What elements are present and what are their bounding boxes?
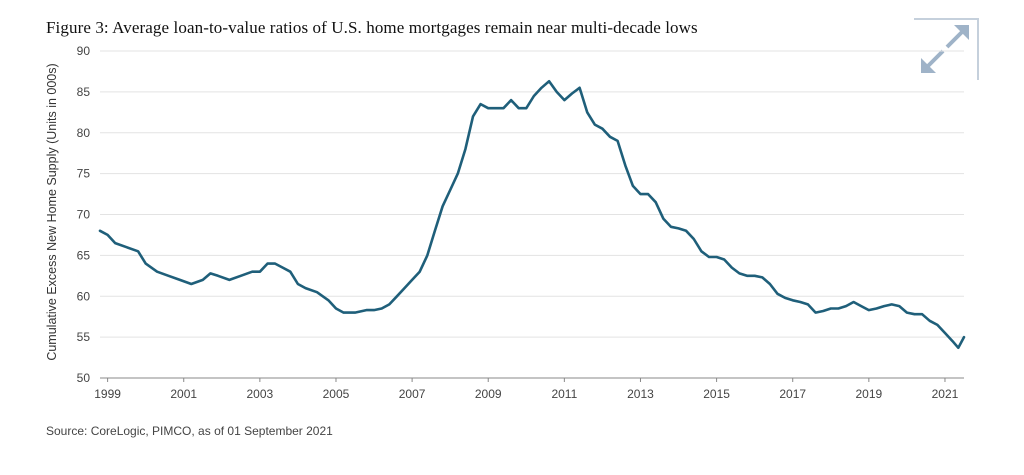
y-tick-label: 85 xyxy=(77,85,91,99)
y-tick-label: 60 xyxy=(77,289,91,303)
x-tick-label: 1999 xyxy=(94,387,121,401)
x-tick-label: 2001 xyxy=(170,387,197,401)
x-tick-label: 2011 xyxy=(551,387,577,401)
x-tick-label: 2013 xyxy=(627,387,654,401)
x-tick-label: 2007 xyxy=(399,387,426,401)
ltv-series-line xyxy=(98,79,966,350)
y-tick-label: 50 xyxy=(77,371,91,385)
y-tick-label: 90 xyxy=(77,44,91,58)
y-tick-label: 65 xyxy=(77,248,91,262)
x-tick-label: 2019 xyxy=(855,387,882,401)
x-tick-label: 2017 xyxy=(779,387,806,401)
x-tick-labels: 1999 2001 2003 2005 2007 2009 2011 2013 2015 2017… xyxy=(94,378,959,401)
y-tick-labels: 50 55 60 65 70 75 80 85 90 xyxy=(77,44,91,385)
x-tick-label: 2021 xyxy=(932,387,959,401)
y-tick-label: 80 xyxy=(77,126,91,140)
series-layer xyxy=(98,79,966,350)
x-tick-label: 2009 xyxy=(475,387,502,401)
x-tick-label: 2005 xyxy=(323,387,350,401)
grid-layer xyxy=(100,50,964,379)
x-tick-label: 2003 xyxy=(247,387,274,401)
source-note: Source: CoreLogic, PIMCO, as of 01 Septe… xyxy=(46,424,333,438)
y-tick-label: 70 xyxy=(77,208,91,222)
expand-arrows-icon[interactable] xyxy=(914,18,980,80)
x-tick-label: 2015 xyxy=(703,387,730,401)
chart-title: Figure 3: Average loan-to-value ratios o… xyxy=(46,18,698,37)
y-tick-label: 55 xyxy=(77,330,91,344)
y-tick-label: 75 xyxy=(77,167,91,181)
